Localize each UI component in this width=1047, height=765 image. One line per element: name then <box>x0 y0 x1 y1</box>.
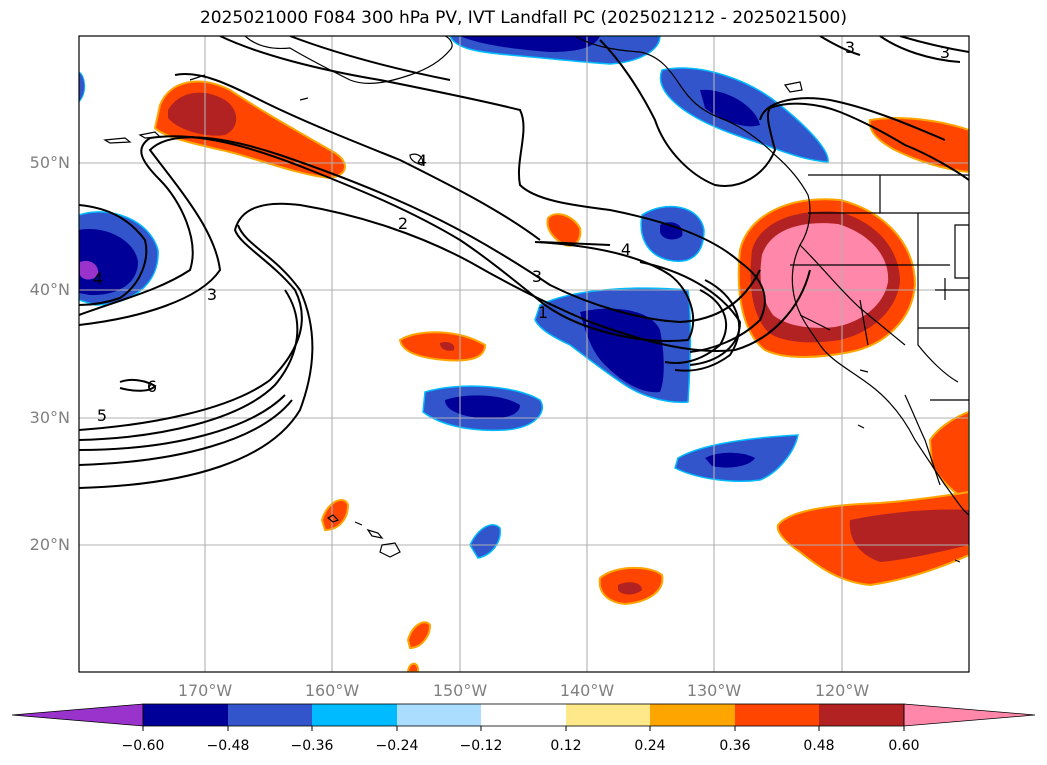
contour-label: 3 <box>532 267 542 286</box>
pv-contours <box>79 36 969 489</box>
lat-label-30n: 30°N <box>29 408 70 427</box>
contour-label: 4 <box>93 269 103 288</box>
map-title: 2025021000 F084 300 hPa PV, IVT Landfall… <box>199 8 847 28</box>
map-frame <box>78 35 970 673</box>
islands <box>103 74 961 563</box>
coastlines <box>244 36 969 516</box>
lat-label-50n: 50°N <box>29 153 70 172</box>
colorbar-tick: −0.24 <box>375 738 419 754</box>
contour-label: 4 <box>621 240 631 259</box>
contour-label: 2 <box>398 214 408 233</box>
colorbar-tick: −0.36 <box>290 738 334 754</box>
colorbar-tick: 0.36 <box>719 738 751 754</box>
lon-label-170w: 170°W <box>177 681 233 700</box>
colorbar-tick: 0.60 <box>888 738 920 754</box>
contour-label: 5 <box>97 406 107 425</box>
contour-label: 1 <box>538 303 548 322</box>
lon-label-160w: 160°W <box>304 681 360 700</box>
colorbar-tick: −0.60 <box>121 738 165 754</box>
colorbar-tick: 0.24 <box>634 738 666 754</box>
lat-label-40n: 40°N <box>29 280 70 299</box>
lon-label-130w: 130°W <box>686 681 742 700</box>
colorbar-tick: 0.48 <box>803 738 835 754</box>
contour-label: 3 <box>207 285 217 304</box>
colorbar-tick: 0.12 <box>550 738 582 754</box>
graticule <box>79 36 969 672</box>
contour-label: 4 <box>417 151 427 170</box>
lon-label-140w: 140°W <box>559 681 615 700</box>
lon-label-150w: 150°W <box>432 681 488 700</box>
contour-label: 3 <box>845 38 855 57</box>
contour-label: 3 <box>940 43 950 62</box>
lon-label-120w: 120°W <box>814 681 870 700</box>
colorbar <box>11 703 1036 731</box>
negative-pc-regions <box>79 36 829 559</box>
colorbar-tick: −0.48 <box>206 738 250 754</box>
lat-label-20n: 20°N <box>29 535 70 554</box>
positive-pc-regions <box>153 80 969 672</box>
contour-label: 6 <box>147 377 157 396</box>
colorbar-tick: −0.12 <box>459 738 503 754</box>
